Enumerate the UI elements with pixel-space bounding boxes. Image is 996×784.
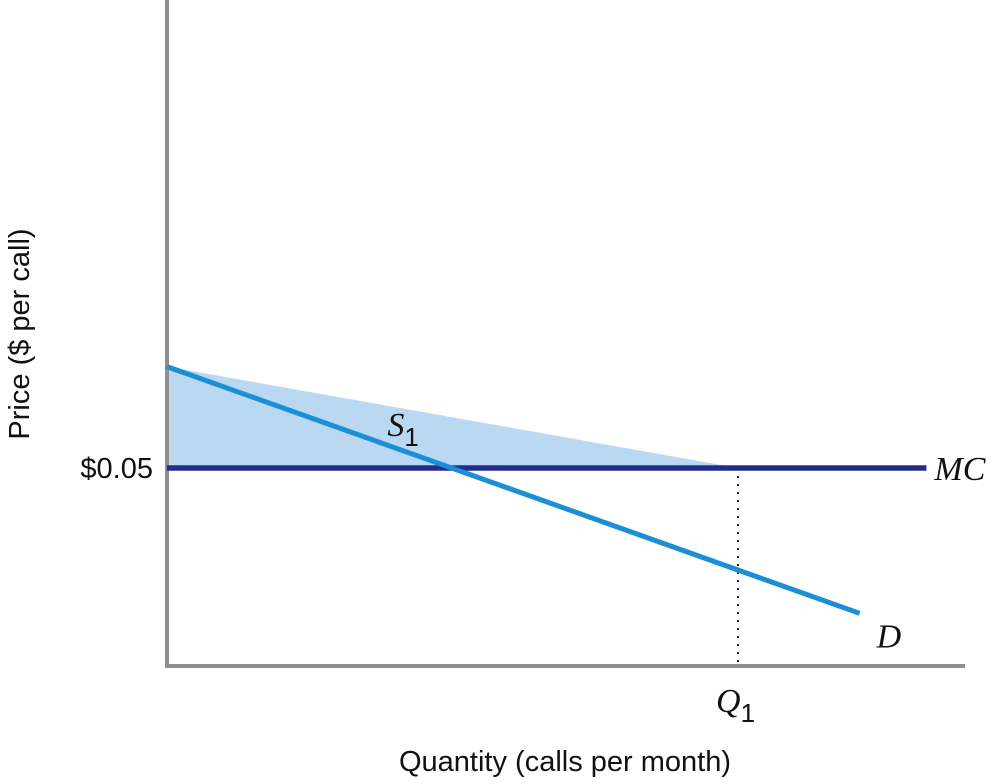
x-axis-label: Quantity (calls per month) xyxy=(399,746,731,778)
region-label-main: S xyxy=(387,407,404,444)
x-tick-label-main: Q xyxy=(716,683,741,720)
axes xyxy=(165,0,965,668)
series-lines xyxy=(166,364,927,616)
y-tick-label: $0.05 xyxy=(80,453,153,485)
demand-line xyxy=(166,364,861,616)
x-tick-label-q1: Q1 xyxy=(716,683,755,728)
y-axis-label: Price ($ per call) xyxy=(4,228,36,439)
series-label-d: D xyxy=(876,618,902,655)
series-label-mc: MC xyxy=(933,451,985,488)
consumer-surplus-area xyxy=(167,366,738,468)
x-tick-label-sub: 1 xyxy=(741,698,755,728)
region-label-s1: S1 xyxy=(387,407,418,452)
region-label-sub: 1 xyxy=(404,422,418,452)
shaded-regions xyxy=(167,366,738,468)
labels: Price ($ per call) Quantity (calls per m… xyxy=(4,228,986,778)
